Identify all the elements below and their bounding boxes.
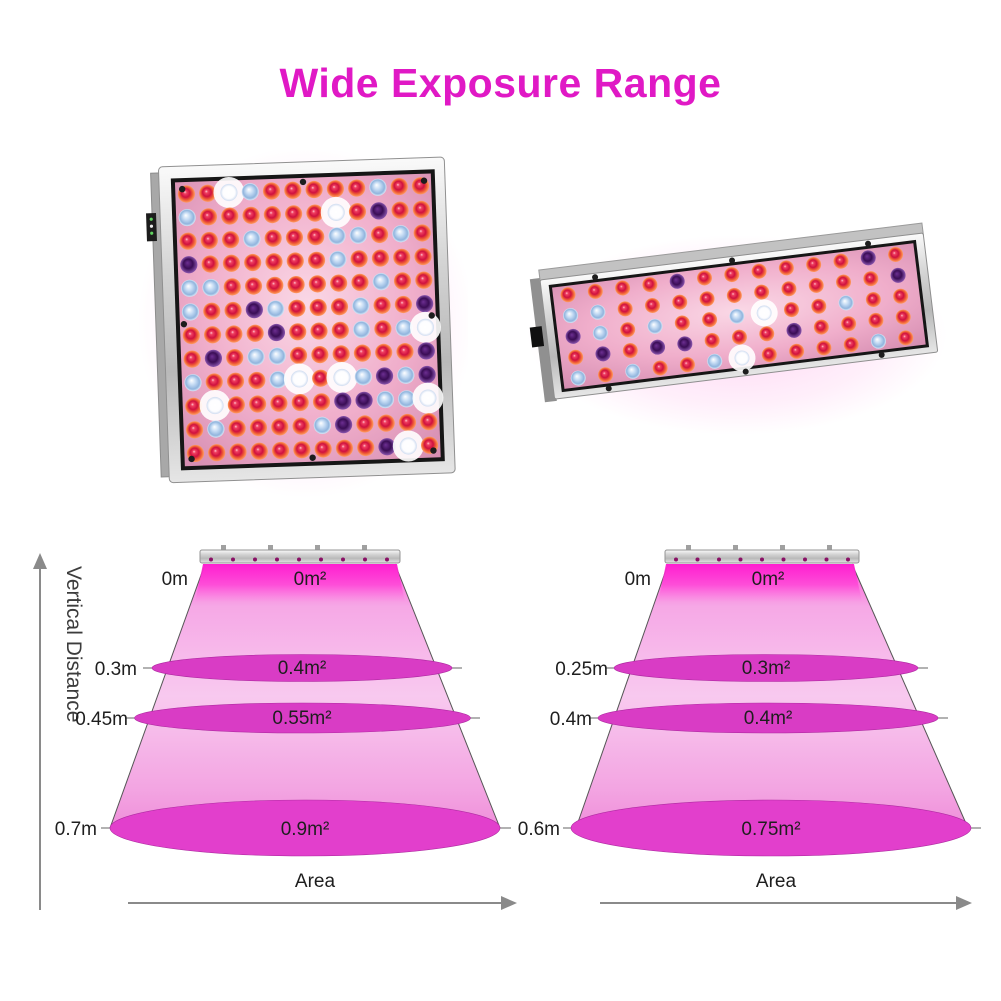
coverage-level-3: 0.6m 0.75m² [518,799,981,857]
panel-board [174,173,441,467]
lamp-bar [199,545,401,564]
right-arrow-icon [956,896,972,910]
area-axis-label: Area [295,871,336,892]
vertical-axis-label: Vertical Distance [62,566,85,722]
distance-label-0: 0m [625,569,651,590]
area-label-1: 0.4m² [278,658,327,679]
vertical-distance-axis: Vertical Distance [33,553,85,910]
area-axis-label: Area [756,871,797,892]
panel-screws [178,177,437,463]
coverage-ellipse [570,799,972,857]
right-arrow-icon [501,896,517,910]
area-axis: Area [128,871,517,910]
coverage-ellipse [613,654,919,682]
area-label-0: 0m² [752,569,785,590]
coverage-ellipse [109,799,501,857]
distance-label-1: 0.3m [95,659,137,680]
distance-label-2: 0.4m [550,709,592,730]
lamp-glow [195,564,405,602]
area-label-1: 0.3m² [742,658,791,679]
coverage-level-2: 0.45m 0.55m² [75,702,480,734]
distance-label-0: 0m [162,569,188,590]
light-cone [576,564,968,828]
panel-screws [592,240,885,392]
lamp-bar [664,545,860,564]
area-axis: Area [600,871,972,910]
coverage-level-3: 0.7m 0.9m² [55,799,511,857]
distance-label-3: 0.7m [55,819,97,840]
led-panel-front-image [138,150,468,498]
exposure-diagram-2: 0m 0m² 0.25m 0.3m² 0.4m 0.4m² 0.6m 0.75m… [518,545,981,910]
light-cone [110,564,500,828]
panel-switch [529,326,545,348]
panel-end-cap [529,277,557,403]
coverage-ellipse [597,702,939,734]
area-label-3: 0.75m² [741,819,800,840]
up-arrow-icon [33,553,47,569]
area-label-0: 0m² [294,569,327,590]
coverage-level-1: 0.3m 0.4m² [95,654,462,682]
coverage-level-2: 0.4m 0.4m² [550,702,948,734]
coverage-ellipse [134,702,471,734]
led-array [560,246,914,386]
area-label-3: 0.9m² [281,819,330,840]
lamp-glow [658,564,862,602]
led-array [177,177,444,463]
led-panel-angled-image [527,222,947,435]
page-title: Wide Exposure Range [279,60,722,106]
distance-label-2: 0.45m [75,709,128,730]
area-label-2: 0.55m² [272,708,331,729]
area-label-2: 0.4m² [744,708,793,729]
distance-label-3: 0.6m [518,819,560,840]
coverage-level-1: 0.25m 0.3m² [555,654,928,682]
distance-label-1: 0.25m [555,659,608,680]
coverage-ellipse [151,654,453,682]
exposure-diagram-1: Vertical Distance 0m 0m² 0.3m 0.4m² [33,545,517,910]
